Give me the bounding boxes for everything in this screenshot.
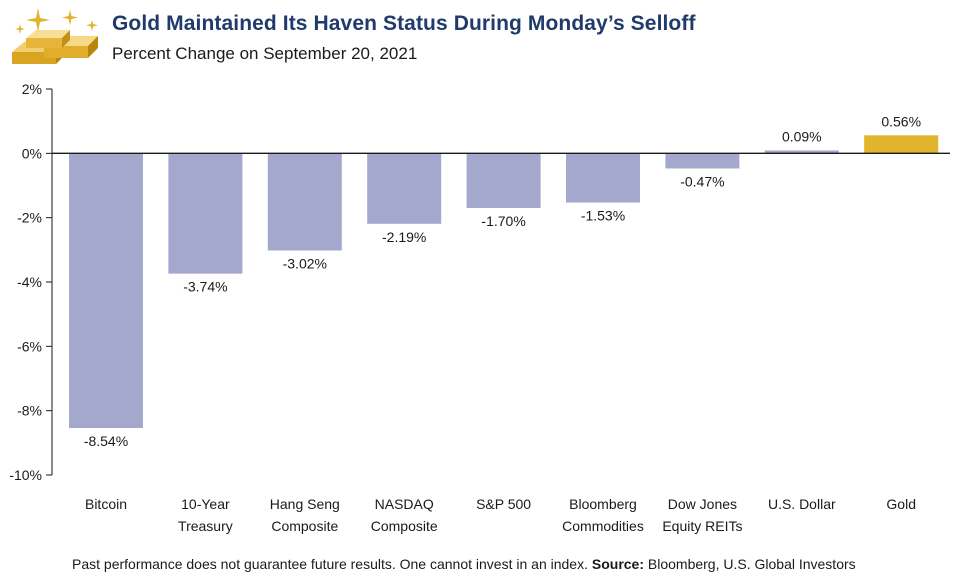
y-tick-label: 0%: [22, 145, 42, 161]
y-tick-label: -2%: [17, 210, 42, 226]
x-category-label: Hang Seng: [270, 496, 340, 512]
footer-note: Past performance does not guarantee futu…: [72, 556, 856, 572]
gold-bars-icon: [12, 8, 98, 64]
chart-title: Gold Maintained Its Haven Status During …: [112, 12, 696, 35]
x-category-label: Gold: [886, 496, 916, 512]
data-label: -3.74%: [183, 279, 227, 295]
x-category-label: 10-Year: [181, 496, 230, 512]
x-category-label: Bloomberg: [569, 496, 637, 512]
x-category-label: Composite: [271, 518, 338, 534]
y-tick-label: -8%: [17, 403, 42, 419]
data-label: -0.47%: [680, 173, 724, 189]
data-label: -2.19%: [382, 229, 426, 245]
bar: [69, 153, 143, 429]
x-category-label: Bitcoin: [85, 496, 127, 512]
source-text: Bloomberg, U.S. Global Investors: [647, 556, 856, 572]
y-tick-label: -4%: [17, 274, 42, 290]
x-category-label: Treasury: [178, 518, 233, 534]
x-category-label: Dow Jones: [668, 496, 737, 512]
bar: [566, 153, 640, 203]
x-category-label: NASDAQ: [375, 496, 434, 512]
bar: [864, 135, 939, 154]
bar: [764, 150, 839, 154]
data-label: -3.02%: [283, 255, 327, 271]
x-category-label: U.S. Dollar: [768, 496, 836, 512]
y-tick-label: -6%: [17, 338, 42, 354]
bar: [367, 153, 442, 224]
disclaimer-text: Past performance does not guarantee futu…: [72, 556, 588, 572]
data-label: 0.09%: [782, 128, 822, 144]
y-tick-label: 2%: [22, 81, 42, 97]
data-label: -8.54%: [84, 433, 128, 449]
data-label: -1.70%: [481, 213, 525, 229]
x-category-label: S&P 500: [476, 496, 531, 512]
x-category-label: Equity REITs: [662, 518, 742, 534]
x-category-label: Composite: [371, 518, 438, 534]
chart-subtitle: Percent Change on September 20, 2021: [112, 44, 418, 63]
bar: [466, 153, 541, 209]
y-tick-label: -10%: [9, 467, 42, 483]
bar: [168, 153, 243, 274]
source-label: Source:: [591, 556, 644, 572]
data-label: -1.53%: [581, 208, 625, 224]
bar: [267, 153, 342, 251]
x-category-label: Commodities: [562, 518, 644, 534]
data-label: 0.56%: [881, 113, 921, 129]
bar: [665, 153, 740, 169]
